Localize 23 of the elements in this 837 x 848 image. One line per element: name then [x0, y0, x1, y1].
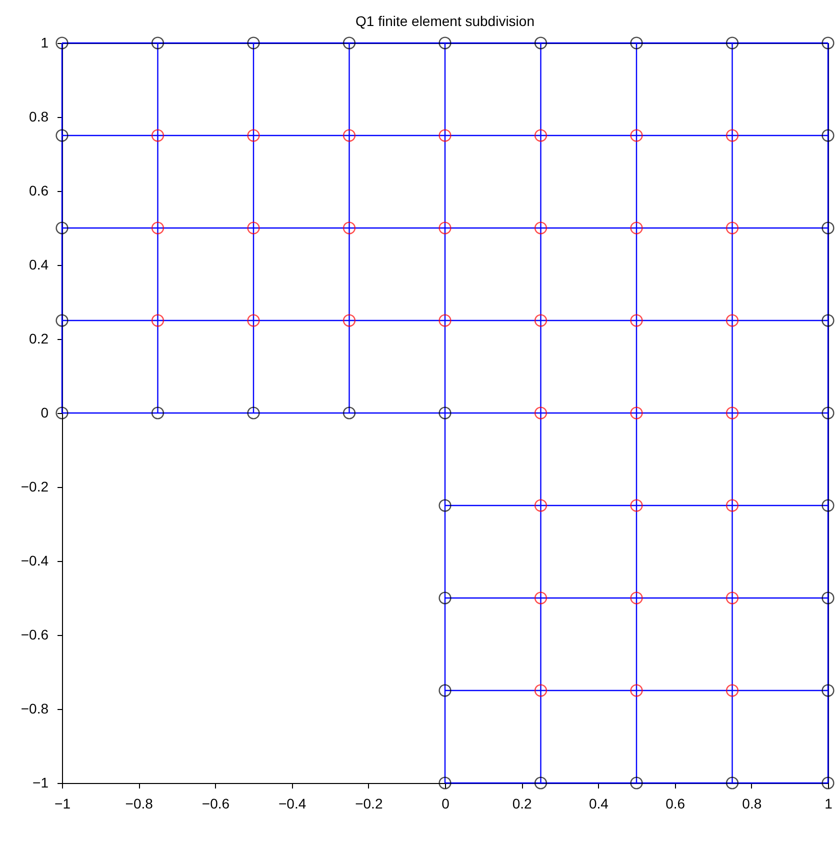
x-tick-label: −0.4	[278, 796, 306, 812]
y-tick-label: 1	[40, 34, 49, 50]
y-tick-label: −0.4	[20, 552, 49, 568]
y-tick-label: −1	[32, 774, 49, 790]
y-tick-label: 0.6	[29, 182, 49, 198]
x-tick-label: 0.8	[742, 796, 762, 812]
y-tick-label: 0.8	[29, 108, 49, 124]
x-tick-label: −0.8	[125, 796, 154, 812]
y-tick-label: 0	[40, 404, 49, 420]
y-tick-label: 0.2	[29, 330, 49, 346]
x-tick-label: −0.6	[202, 796, 230, 812]
x-tick-label: −0.2	[355, 796, 383, 812]
x-tick-label: 0.4	[588, 796, 609, 812]
x-tick-label: 0.6	[666, 796, 686, 812]
y-tick-label: −0.2	[20, 478, 49, 494]
x-tick-label: 0	[442, 796, 450, 812]
x-tick-label: 1	[824, 796, 833, 812]
chart-title: Q1 finite element subdivision	[356, 12, 534, 29]
y-tick-label: 0.4	[29, 256, 49, 272]
y-tick-label: −0.6	[20, 626, 49, 642]
y-tick-label: −0.8	[20, 700, 49, 716]
x-tick-label: −1	[54, 796, 71, 812]
x-tick-label: 0.2	[512, 796, 532, 812]
